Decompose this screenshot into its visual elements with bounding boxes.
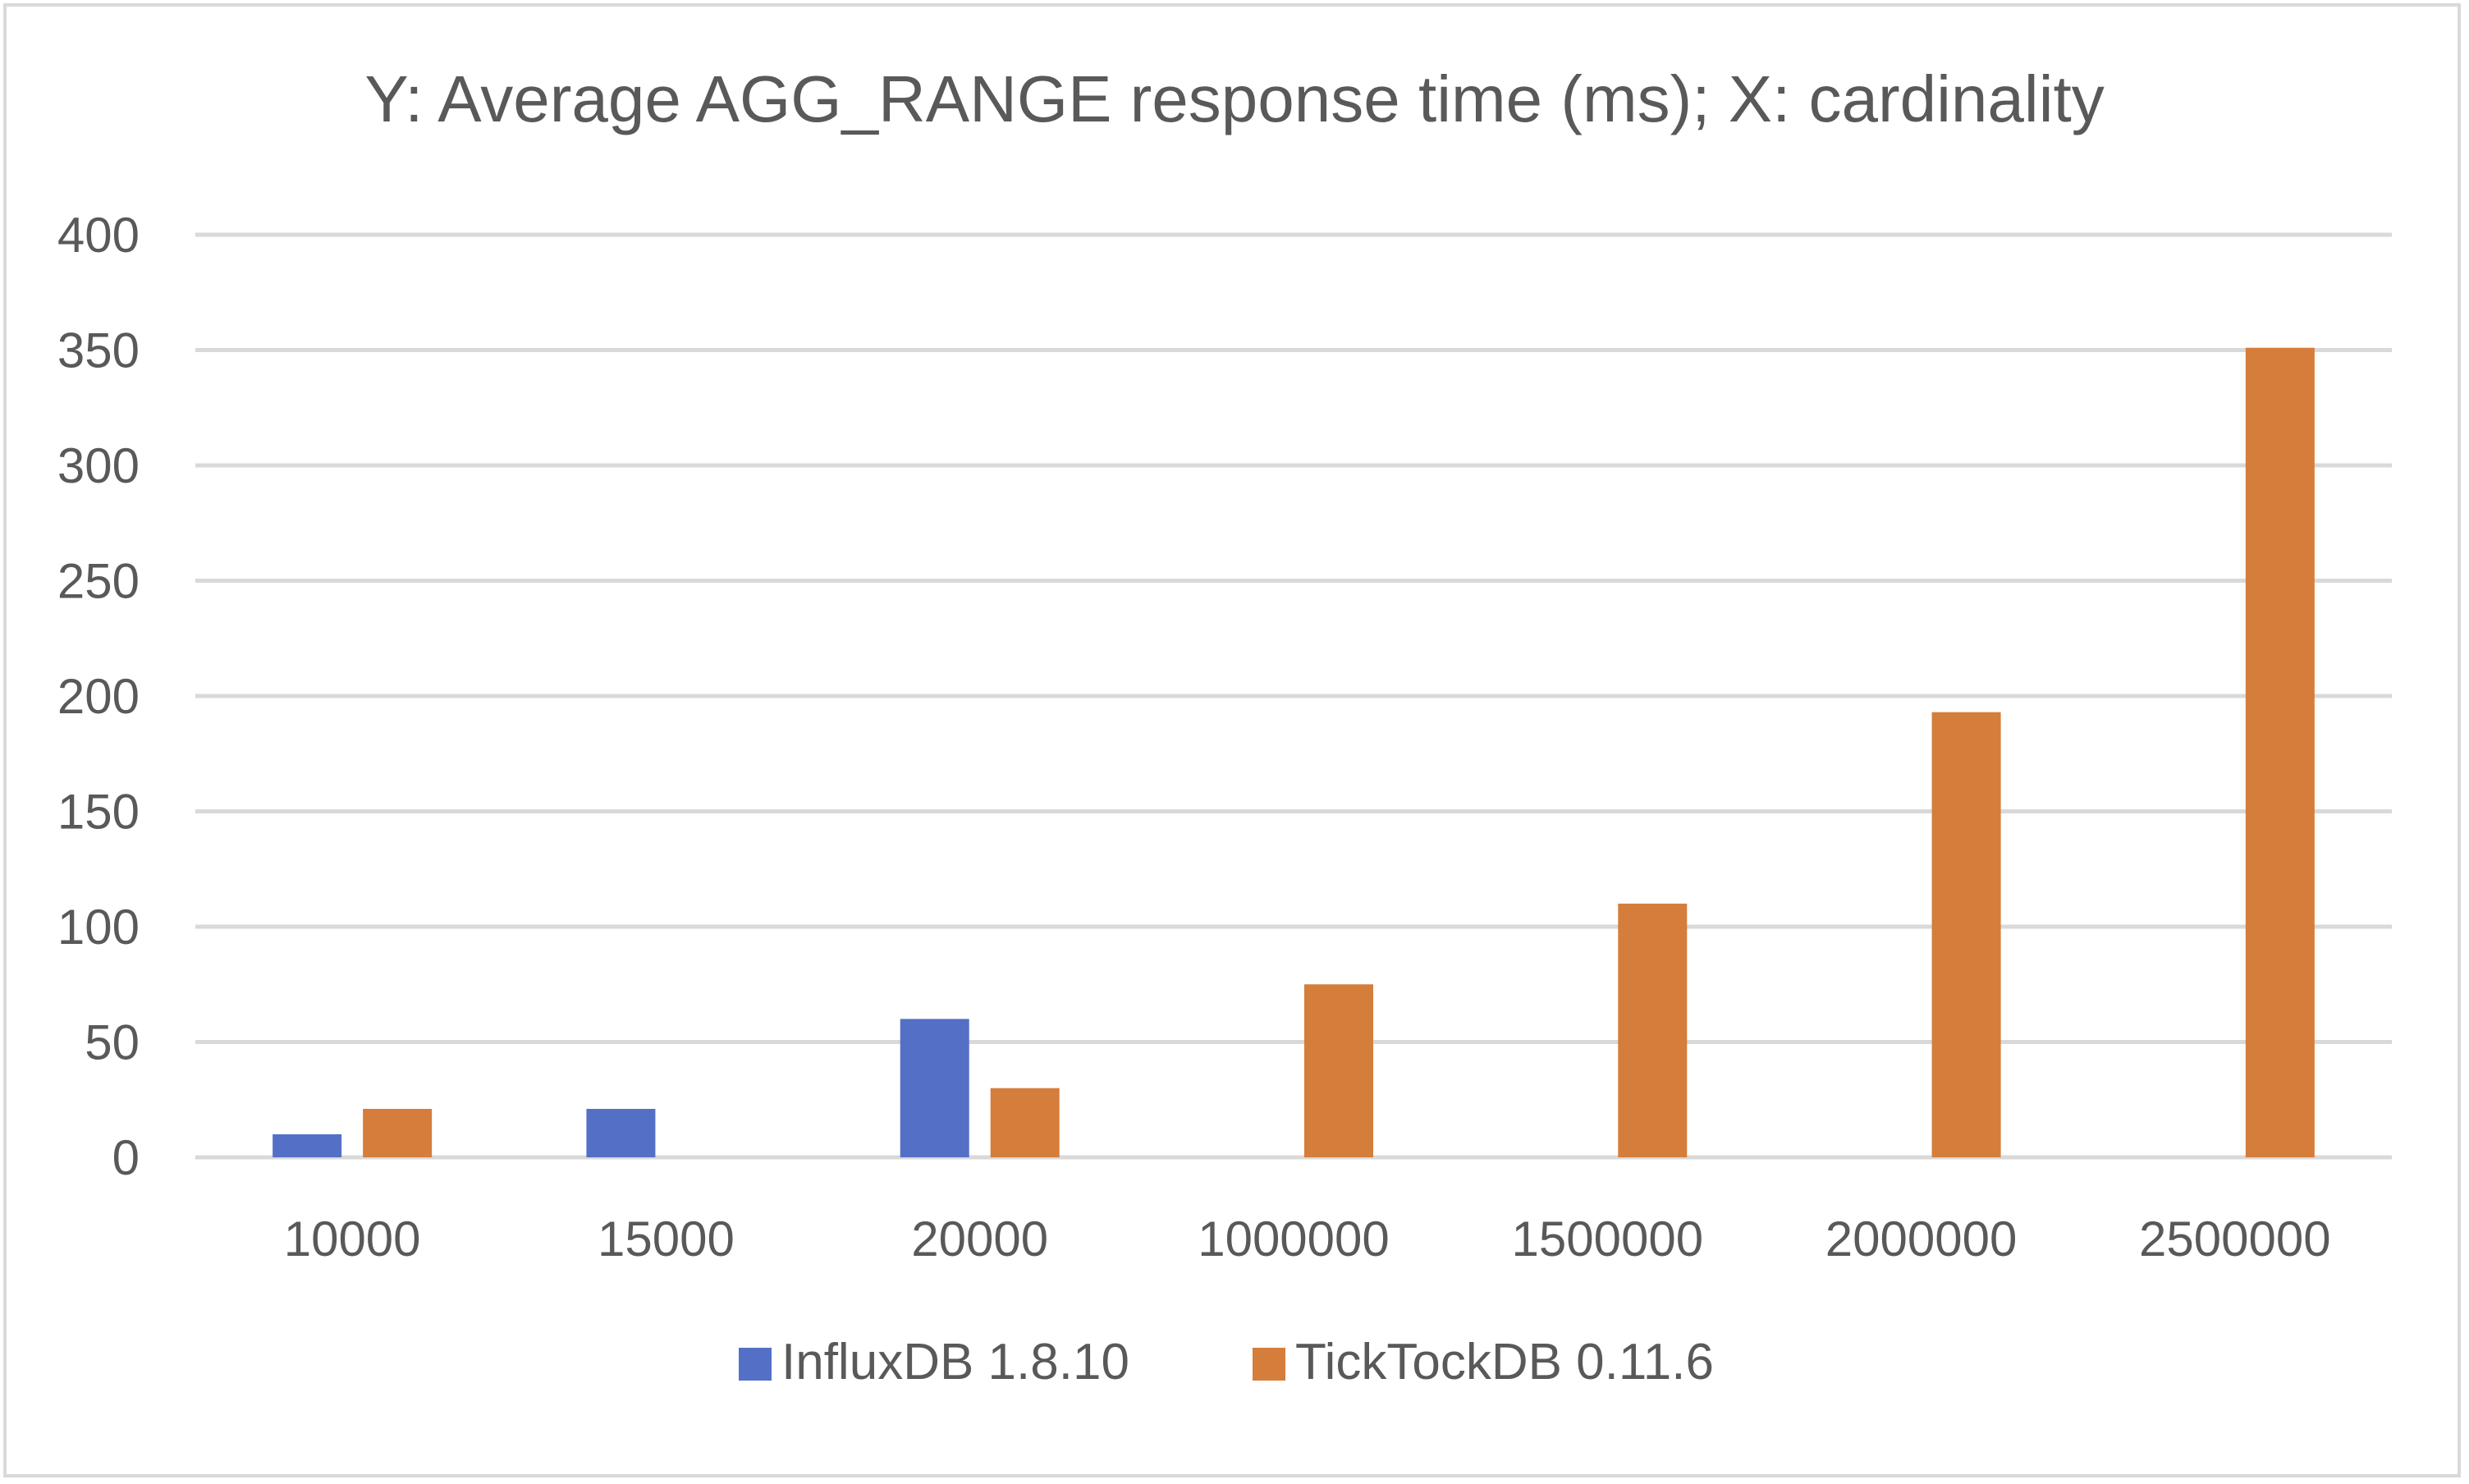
- bar-ticktockdb-10000: [363, 1108, 433, 1157]
- y-tick-label: 400: [57, 208, 140, 263]
- y-tick-label: 200: [57, 669, 140, 724]
- bar-ticktockdb-2500000: [2245, 347, 2315, 1157]
- y-tick-label: 0: [112, 1130, 140, 1185]
- y-tick-label: 50: [85, 1015, 140, 1070]
- x-tick-label: 2500000: [2139, 1211, 2331, 1266]
- y-tick-label: 150: [57, 785, 140, 840]
- bar-influxdb-10000: [273, 1134, 342, 1157]
- legend-label-influxdb: InfluxDB 1.8.10: [781, 1334, 1129, 1390]
- y-tick-label: 350: [57, 323, 140, 378]
- legend: InfluxDB 1.8.10 TickTockDB 0.11.6: [739, 1334, 1714, 1390]
- bar-ticktockdb-20000: [990, 1088, 1060, 1157]
- bar-influxdb-15000: [586, 1108, 656, 1157]
- x-axis-tick-labels: 10000 15000 20000 1000000 1500000 2000000 2500…: [284, 1211, 2331, 1266]
- legend-label-ticktockdb: TickTockDB 0.11.6: [1295, 1334, 1714, 1390]
- x-tick-label: 1000000: [1198, 1211, 1390, 1266]
- bar-ticktockdb-1500000: [1618, 903, 1688, 1157]
- gridlines: [195, 232, 2392, 1160]
- x-tick-label: 1500000: [1511, 1211, 1703, 1266]
- y-tick-label: 300: [57, 438, 140, 493]
- bar-ticktockdb-2000000: [1931, 712, 2001, 1157]
- bar-ticktockdb-1000000: [1304, 984, 1373, 1157]
- y-tick-label: 100: [57, 900, 140, 955]
- x-tick-label: 2000000: [1825, 1211, 2018, 1266]
- legend-swatch-ticktockdb: [1253, 1348, 1285, 1381]
- bars: [273, 347, 2315, 1157]
- chart-title: Y: Average AGG_RANGE response time (ms);…: [364, 62, 2104, 135]
- bar-influxdb-20000: [900, 1019, 969, 1157]
- x-tick-label: 15000: [598, 1211, 735, 1266]
- legend-swatch-influxdb: [739, 1348, 772, 1381]
- x-tick-label: 20000: [911, 1211, 1048, 1266]
- chart-frame: [3, 3, 2461, 1477]
- x-tick-label: 10000: [284, 1211, 421, 1266]
- y-tick-label: 250: [57, 554, 140, 609]
- y-axis-tick-labels: 0 50 100 150 200 250 300 350 400: [57, 208, 140, 1185]
